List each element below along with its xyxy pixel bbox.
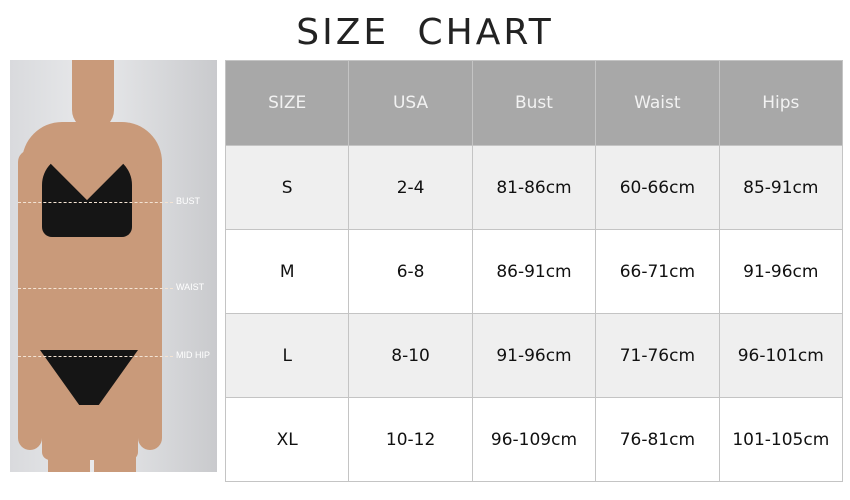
cell-size: S	[224, 145, 350, 230]
cell-size: L	[224, 313, 350, 398]
cell-bust: 86-91cm	[471, 229, 597, 314]
header-waist: Waist	[595, 60, 720, 146]
hip-label: MID HIP	[176, 350, 211, 360]
bust-line	[18, 202, 173, 203]
page-title: SIZE CHART	[296, 12, 554, 53]
cell-usa: 6-8	[348, 229, 473, 314]
table-header-row: SIZE USA Bust Waist Hips	[224, 60, 844, 146]
cell-hips: 101-105cm	[718, 397, 844, 482]
left-arm	[18, 150, 42, 450]
cell-waist: 60-66cm	[595, 145, 720, 230]
header-bust: Bust	[471, 60, 597, 146]
cell-bust: 81-86cm	[471, 145, 597, 230]
header-hips: Hips	[718, 60, 844, 146]
cell-size: M	[224, 229, 350, 314]
cell-bust: 96-109cm	[471, 397, 597, 482]
cell-bust: 91-96cm	[471, 313, 597, 398]
table-row: S 2-4 81-86cm 60-66cm 85-91cm	[224, 145, 844, 230]
cell-hips: 91-96cm	[718, 229, 844, 314]
model-measurement-photo: BUST WAIST MID HIP	[10, 60, 217, 472]
table-row: M 6-8 86-91cm 66-71cm 91-96cm	[224, 229, 844, 314]
waist-label: WAIST	[176, 282, 205, 292]
header-usa: USA	[348, 60, 473, 146]
hip-line	[18, 356, 173, 357]
cell-size: XL	[224, 397, 350, 482]
size-table: SIZE USA Bust Waist Hips S 2-4 81-86cm 60-6…	[224, 60, 844, 482]
cell-waist: 66-71cm	[595, 229, 720, 314]
right-leg	[94, 390, 136, 472]
cell-usa: 2-4	[348, 145, 473, 230]
table-row: XL 10-12 96-109cm 76-81cm 101-105cm	[224, 397, 844, 482]
cell-usa: 8-10	[348, 313, 473, 398]
cell-usa: 10-12	[348, 397, 473, 482]
waist-line	[18, 288, 173, 289]
bust-label: BUST	[176, 196, 201, 206]
table-row: L 8-10 91-96cm 71-76cm 96-101cm	[224, 313, 844, 398]
cell-hips: 85-91cm	[718, 145, 844, 230]
header-size: SIZE	[224, 60, 350, 146]
neck	[72, 60, 114, 130]
cell-hips: 96-101cm	[718, 313, 844, 398]
cell-waist: 76-81cm	[595, 397, 720, 482]
cell-waist: 71-76cm	[595, 313, 720, 398]
right-arm	[138, 150, 162, 450]
